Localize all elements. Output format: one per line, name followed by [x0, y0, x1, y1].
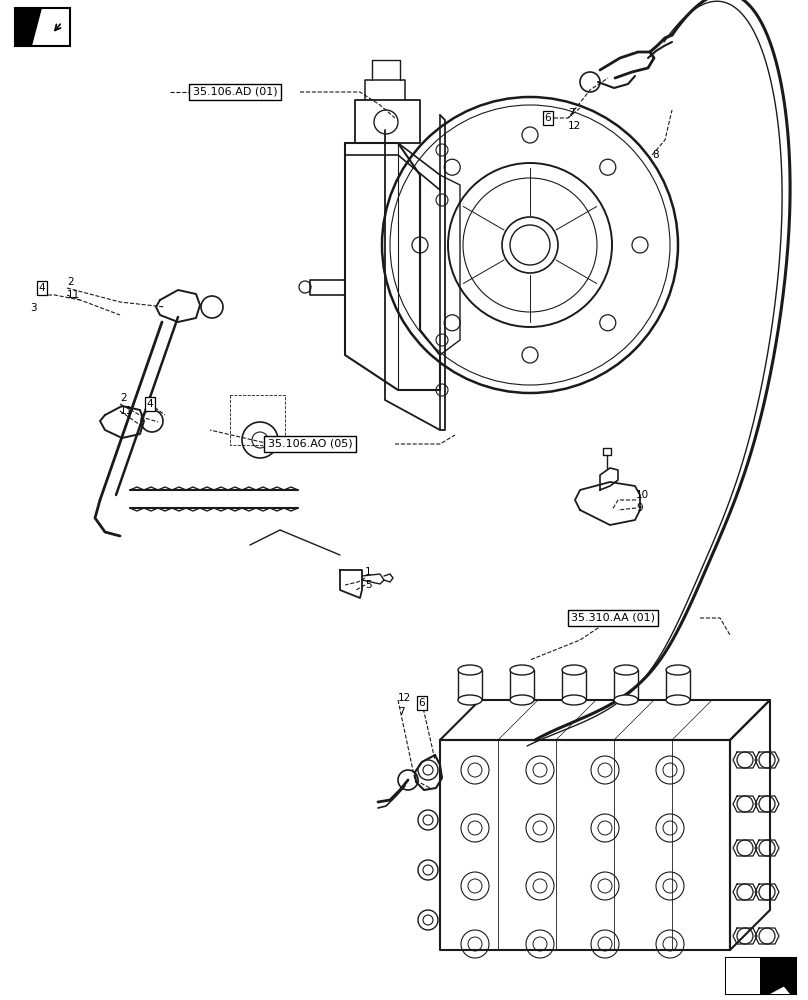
Ellipse shape: [510, 665, 534, 675]
Text: 3: 3: [30, 303, 36, 313]
Text: 5: 5: [365, 580, 372, 590]
Polygon shape: [15, 8, 42, 46]
Ellipse shape: [666, 695, 690, 705]
Ellipse shape: [562, 665, 586, 675]
Text: 7: 7: [398, 707, 405, 717]
Text: 6: 6: [419, 698, 425, 708]
Text: 12: 12: [398, 693, 411, 703]
Text: 12: 12: [568, 121, 581, 131]
Text: 35.106.AD (01): 35.106.AD (01): [192, 87, 277, 97]
Text: 35.310.AA (01): 35.310.AA (01): [571, 613, 655, 623]
Text: 7: 7: [568, 108, 574, 118]
Text: 2: 2: [120, 393, 127, 403]
Text: 35.106.AO (05): 35.106.AO (05): [267, 439, 352, 449]
Text: 4: 4: [39, 283, 45, 293]
Polygon shape: [760, 958, 796, 994]
Ellipse shape: [614, 695, 638, 705]
Text: 4: 4: [147, 399, 154, 409]
Ellipse shape: [562, 695, 586, 705]
Text: 10: 10: [636, 490, 649, 500]
Text: 8: 8: [652, 150, 659, 160]
Polygon shape: [726, 958, 790, 994]
Text: 2: 2: [67, 277, 74, 287]
Text: 11: 11: [67, 290, 80, 300]
Ellipse shape: [458, 695, 482, 705]
Ellipse shape: [458, 665, 482, 675]
Ellipse shape: [614, 665, 638, 675]
Text: 11: 11: [120, 406, 133, 416]
Text: 6: 6: [545, 113, 551, 123]
Text: 9: 9: [636, 503, 642, 513]
Ellipse shape: [666, 665, 690, 675]
Polygon shape: [726, 958, 796, 994]
Ellipse shape: [510, 695, 534, 705]
Text: 1: 1: [365, 567, 372, 577]
